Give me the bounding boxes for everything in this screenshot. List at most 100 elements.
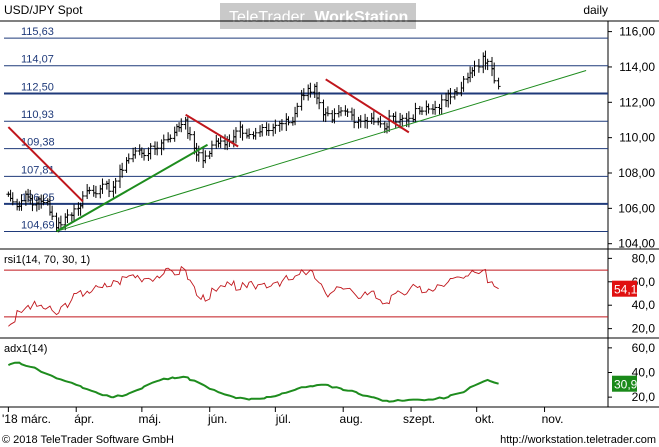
date-axis-label: júl. [275,412,291,426]
ohlc-bar [107,179,112,198]
ohlc-bar [142,148,147,161]
source-url-link[interactable]: http://workstation.teletrader.com [500,434,656,446]
ohlc-bar [371,111,376,125]
watermark-logo: TeleTrader WorkStation [220,3,416,29]
ohlc-bar [233,127,238,144]
ohlc-bar [393,111,398,128]
ohlc-bar [332,108,337,124]
ohlc-bar [72,204,77,222]
ohlc-bar [295,102,300,118]
ohlc-bar [273,119,278,134]
ohlc-bar [188,126,193,141]
date-axis-label: szept. [403,412,435,426]
ohlc-bar [378,115,383,128]
ohlc-bar [485,58,490,71]
ohlc-bar [10,192,15,206]
adx-axis-tick-label: 60,0 [632,341,656,355]
watermark-brand-text: TeleTrader [229,9,306,26]
ohlc-bar [196,145,201,162]
ohlc-bar [426,103,431,114]
watermark-brand: TeleTrader WorkStation [229,9,408,26]
ohlc-bar [496,77,501,90]
green-trend-line [56,143,209,233]
fib-level-label: 110,93 [21,109,54,121]
ohlc-bar [19,194,24,211]
ohlc-bar [400,114,405,127]
ohlc-bar [80,191,85,209]
adx-axis-tick-label: 20,0 [632,390,656,404]
watermark-background [220,3,416,29]
price-axis-tick-label: 114,00 [619,60,655,74]
ohlc-bar [133,147,138,159]
fib-level-label: 115,63 [21,26,54,38]
ohlc-bar [476,58,481,73]
ohlc-bar [325,106,330,117]
fib-level-label: 107,81 [21,164,55,176]
ohlc-bar [301,88,306,101]
adx-title: adx1(14) [4,343,47,355]
green-trend-line [56,70,587,232]
price-axis-tick-label: 106,00 [618,201,655,215]
ohlc-bar [286,116,291,126]
ohlc-bar [209,140,214,157]
ohlc-bar [433,100,438,115]
interval-label: daily [583,3,608,17]
ohlc-bar [168,134,173,143]
date-axis-label: jún. [207,412,227,426]
rsi-line [8,265,499,327]
rsi-axis-tick-label: 60,0 [632,275,656,289]
date-axis-label: ápr. [74,412,94,426]
ohlc-bar [339,106,344,117]
price-axis-tick-label: 108,00 [618,166,655,180]
price-axis-tick-label: 116,00 [619,25,655,39]
ohlc-bar [260,123,265,137]
rsi-axis-tick-label: 20,0 [632,322,656,336]
ohlc-bar [439,94,444,115]
date-axis-label: nov. [542,412,564,426]
price-axis-tick-label: 104,00 [618,237,655,251]
ohlc-bar [148,143,153,160]
date-axis-label: aug. [340,412,363,426]
price-axis-tick-label: 112,00 [619,95,655,109]
ohlc-bar [41,195,46,206]
ohlc-bar [413,102,418,123]
price-panel: 115,63 114,07 112,50 110,93 109,38 107,81 106,… [0,20,659,251]
rsi-axis-tick-label: 40,0 [632,298,656,312]
ohlc-bar [461,75,466,92]
red-trend-line [325,78,410,134]
ohlc-bar [419,106,424,115]
fib-level-label: 104,69 [21,220,55,232]
ohlc-bar [100,178,105,194]
ohlc-bar [87,186,92,195]
ohlc-bar [155,141,160,156]
rsi-title: rsi1(14, 70, 30, 1) [4,254,90,266]
adx-value-text: 30,9 [614,378,638,392]
date-axis-label: '18 márc. [2,412,51,426]
date-axis: '18 márc. ápr. máj. jún. júl. aug. szept. okt. n… [0,406,659,426]
ohlc-bar [317,91,322,110]
ohlc-bar [492,62,497,84]
ohlc-bar [218,136,223,148]
adx-axis-tick-label: 40,0 [632,366,656,380]
ohlc-bar [455,87,459,96]
fib-level-label: 112,50 [21,81,54,93]
ohlc-bar [240,124,245,141]
symbol-title: USD/JPY Spot [4,3,83,17]
ohlc-bar [472,60,477,77]
ohlc-bar [50,205,55,221]
fib-level-label: 109,38 [21,137,55,149]
date-axis-label: máj. [139,412,162,426]
ohlc-bar [266,123,271,136]
ohlc-bar [253,127,258,140]
ohlc-bar [179,118,184,133]
fib-level-label: 106,25 [21,192,55,204]
rsi-axis-tick-label: 80,0 [632,251,656,265]
ohlc-bar [203,150,208,164]
ohlc-bar [126,153,131,164]
rsi-value-text: 54,1 [614,283,638,297]
ohlc-bar [30,194,35,212]
red-trend-line [185,113,239,148]
ohlc-bar [65,209,70,223]
